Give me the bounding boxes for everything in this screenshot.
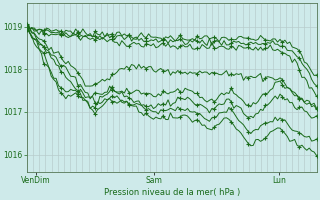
X-axis label: Pression niveau de la mer( hPa ): Pression niveau de la mer( hPa ) (104, 188, 240, 197)
